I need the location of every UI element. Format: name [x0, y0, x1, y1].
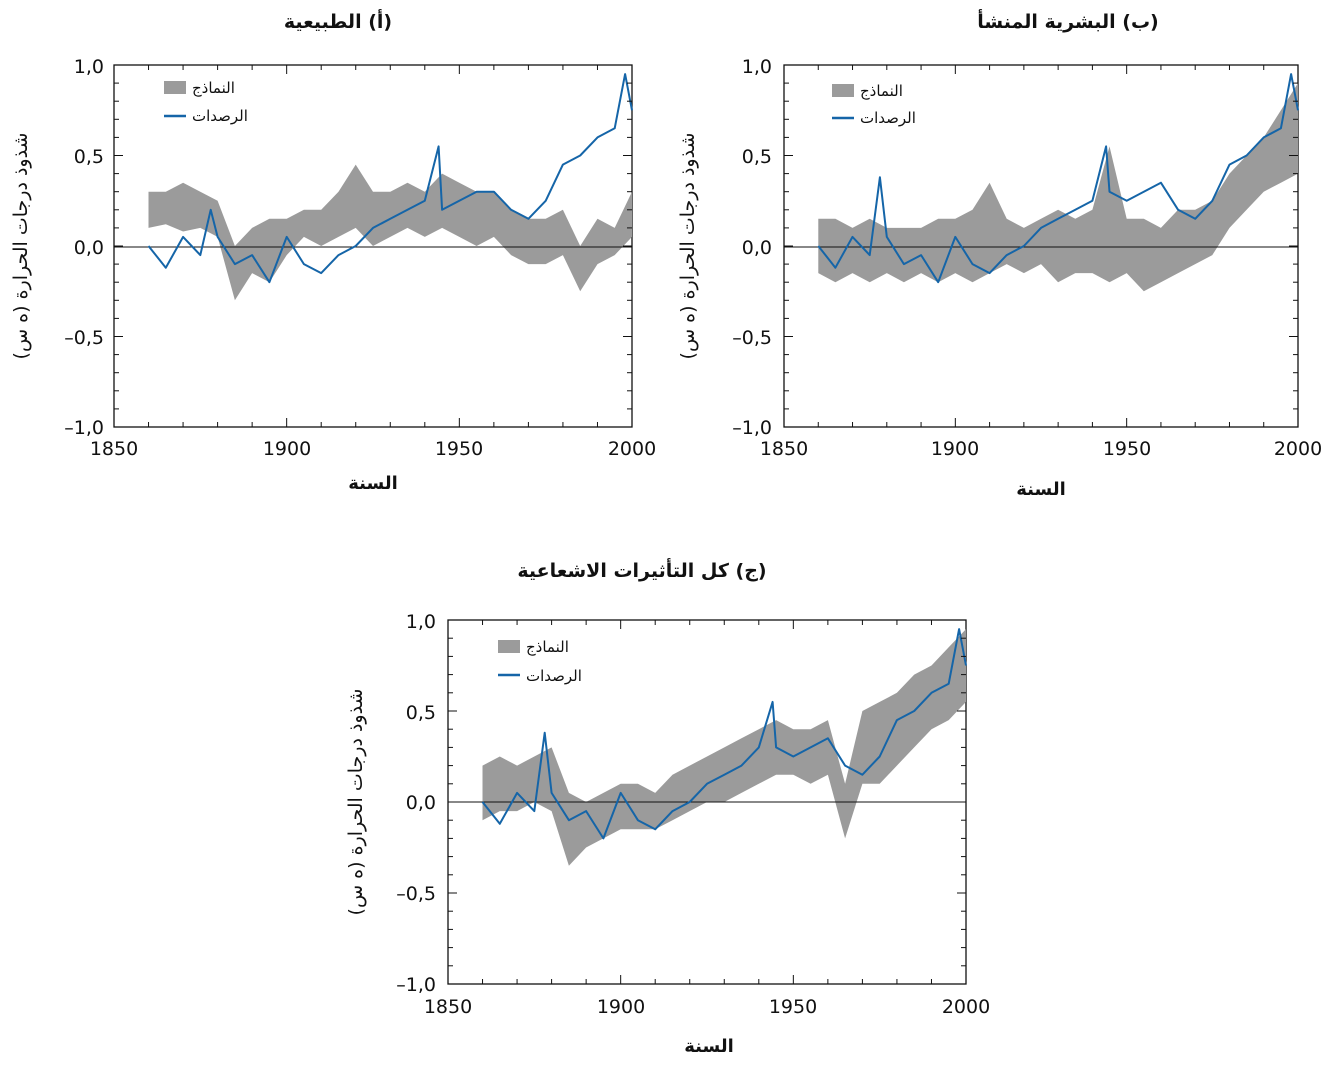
legend-models-label: النماذج: [860, 82, 903, 101]
legend-models-swatch: [498, 640, 520, 653]
y-axis-label: شذوذ درجات الحرارة (ه س): [10, 133, 32, 360]
observations-layer: [147, 73, 633, 284]
observations-layer: [817, 73, 1299, 284]
legend-observations-label: الرصدات: [192, 107, 248, 125]
axis-ticks: [783, 64, 1299, 428]
panel-natural: (أ) الطبيعية 1,0 0,5 0,0 –0,5 –1,0 1850 …: [10, 9, 656, 494]
y-tick-label: 0,0: [742, 237, 772, 259]
y-tick-label: 1,0: [74, 56, 104, 78]
legend-observations-label: الرصدات: [526, 667, 582, 685]
y-axis-label: شذوذ درجات الحرارة (ه س): [345, 689, 367, 916]
x-axis-label: السنة: [684, 1036, 734, 1057]
x-tick-label: 2000: [942, 996, 990, 1018]
x-tick-label: 1850: [760, 438, 808, 460]
axis-ticks: [113, 64, 633, 428]
x-tick-label: 2000: [1274, 438, 1322, 460]
y-tick-label: –1,0: [732, 417, 772, 439]
x-axis-label: السنة: [1016, 479, 1066, 500]
panel-anthropogenic: (ب) البشرية المنشأ 1,0 0,5 0,0 –0,5 –1,0…: [677, 9, 1322, 500]
x-tick-label: 1950: [435, 438, 483, 460]
models-band: [148, 164, 632, 301]
x-tick-label: 1900: [597, 996, 645, 1018]
x-tick-label: 1900: [263, 438, 311, 460]
panel-title: (أ) الطبيعية: [284, 9, 392, 33]
x-axis-label: السنة: [348, 473, 398, 494]
panel-all-forcings: (ج) كل التأثيرات الاشعاعية 1,0 0,5 0,0 –…: [345, 558, 990, 1057]
axis-ticks: [447, 619, 967, 985]
observations-layer: [481, 628, 967, 840]
y-tick-label: 0,0: [74, 237, 104, 259]
y-tick-label: –1,0: [396, 974, 436, 996]
y-tick-label: 0,0: [406, 792, 436, 814]
y-tick-label: –1,0: [64, 417, 104, 439]
legend-models-swatch: [164, 81, 186, 94]
models-band: [818, 83, 1298, 292]
panel-title: (ب) البشرية المنشأ: [977, 9, 1159, 33]
x-tick-label: 1850: [90, 438, 138, 460]
models-band-layer: [482, 629, 966, 866]
x-tick-label: 1900: [931, 438, 979, 460]
x-tick-label: 1950: [1103, 438, 1151, 460]
observations-line: [817, 73, 1299, 284]
legend-models-swatch: [832, 84, 854, 97]
legend-models-label: النماذج: [526, 638, 569, 657]
models-band: [482, 629, 966, 866]
y-tick-label: 1,0: [406, 611, 436, 633]
panel-title: (ج) كل التأثيرات الاشعاعية: [517, 558, 766, 582]
observations-line: [147, 73, 633, 284]
legend-observations-label: الرصدات: [860, 109, 916, 127]
legend-models-label: النماذج: [192, 79, 235, 98]
models-band-layer: [148, 164, 632, 301]
y-axis-label: شذوذ درجات الحرارة (ه س): [677, 133, 699, 360]
y-tick-label: 0,5: [406, 702, 436, 724]
x-tick-label: 1850: [424, 996, 472, 1018]
y-tick-label: 0,5: [742, 146, 772, 168]
y-tick-label: 1,0: [742, 56, 772, 78]
y-tick-label: –0,5: [396, 883, 436, 905]
observations-line: [481, 628, 967, 840]
y-tick-label: –0,5: [732, 327, 772, 349]
x-tick-label: 2000: [608, 438, 656, 460]
models-band-layer: [818, 83, 1298, 292]
y-tick-label: 0,5: [74, 146, 104, 168]
y-tick-label: –0,5: [64, 327, 104, 349]
x-tick-label: 1950: [769, 996, 817, 1018]
